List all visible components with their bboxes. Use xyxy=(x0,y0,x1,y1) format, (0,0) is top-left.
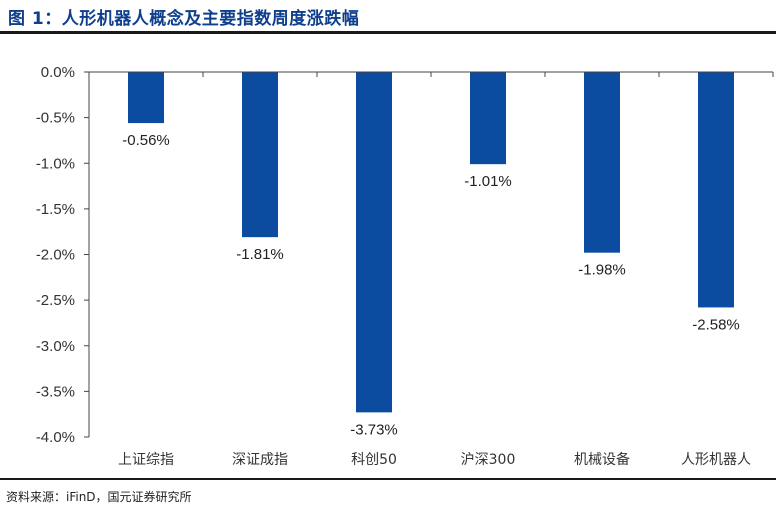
data-labels: -0.56% -1.81% -3.73% -1.01% -1.98% -2.58% xyxy=(122,132,740,438)
bar-value-label: -3.73% xyxy=(350,421,398,438)
bar-value-label: -1.81% xyxy=(236,246,284,263)
footer-divider xyxy=(0,478,776,480)
y-tick-label: -2.5% xyxy=(36,292,75,309)
y-tick-label: -3.0% xyxy=(36,338,75,355)
y-tick-label: -3.5% xyxy=(36,383,75,400)
bar-value-label: -1.01% xyxy=(464,173,512,190)
bar-value-label: -2.58% xyxy=(692,316,740,333)
bar xyxy=(470,72,506,165)
y-tick-label: -2.0% xyxy=(36,247,75,264)
x-category-label: 上证综指 xyxy=(118,452,174,468)
x-category-label: 人形机器人 xyxy=(681,452,751,468)
y-tick-label: -1.0% xyxy=(36,155,75,172)
y-tick-label: 0.0% xyxy=(41,64,75,81)
bar-value-label: -1.98% xyxy=(578,262,626,279)
source-note: 资料来源：iFinD，国元证券研究所 xyxy=(6,490,192,504)
x-category-label: 机械设备 xyxy=(574,451,630,468)
bar-chart: 0.0% -0.5% -1.0% -1.5% -2.0% -2.5% -3.0% -3.5% -… xyxy=(36,64,774,468)
bar xyxy=(584,72,620,253)
bar xyxy=(698,72,734,308)
x-category-label: 沪深300 xyxy=(461,452,516,468)
bar xyxy=(242,72,278,238)
y-tick-label: -0.5% xyxy=(36,110,75,127)
x-axis: 上证综指 深证成指 科创50 沪深300 机械设备 人形机器人 xyxy=(88,71,774,468)
figure-title: 图 1：人形机器人概念及主要指数周度涨跌幅 xyxy=(8,9,360,29)
title-divider xyxy=(0,31,776,34)
y-tick-label: -4.0% xyxy=(36,429,75,446)
x-category-label: 科创50 xyxy=(351,452,397,468)
y-axis: 0.0% -0.5% -1.0% -1.5% -2.0% -2.5% -3.0% -3.5% -… xyxy=(36,64,90,446)
y-tick-label: -1.5% xyxy=(36,201,75,218)
bars xyxy=(128,72,734,413)
bar xyxy=(128,72,164,124)
bar-value-label: -0.56% xyxy=(122,132,170,149)
bar xyxy=(356,72,392,413)
x-category-label: 深证成指 xyxy=(232,452,288,468)
